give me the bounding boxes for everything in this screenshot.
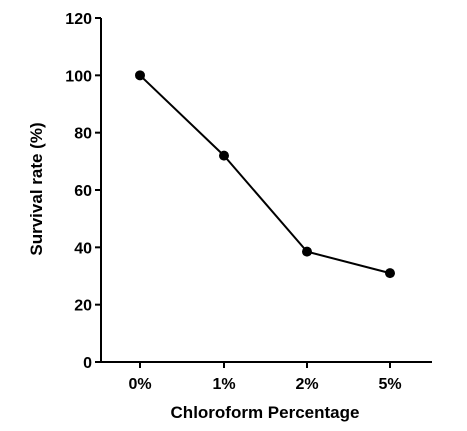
y-tick-labels: 0 20 40 60 80 100 120 bbox=[65, 11, 92, 372]
y-tick-label: 0 bbox=[83, 355, 92, 372]
series-line bbox=[139, 74, 391, 275]
x-tick-label: 2% bbox=[295, 376, 318, 393]
series-survival bbox=[139, 74, 391, 275]
x-axis-title: Chloroform Percentage bbox=[171, 403, 360, 422]
y-tick-label: 40 bbox=[74, 240, 92, 257]
data-point bbox=[385, 268, 395, 279]
data-point bbox=[135, 70, 145, 81]
y-tick-label: 80 bbox=[74, 126, 92, 143]
x-tick-label: 1% bbox=[212, 376, 235, 393]
x-tick-labels: 0% 1% 2% 5% bbox=[128, 376, 401, 393]
data-points bbox=[135, 70, 395, 279]
data-point bbox=[219, 150, 229, 161]
y-tick-label: 20 bbox=[74, 298, 92, 315]
x-tick-label: 5% bbox=[378, 376, 401, 393]
x-tick-label: 0% bbox=[128, 376, 151, 393]
y-tick-label: 100 bbox=[65, 68, 92, 85]
tick-marks bbox=[95, 17, 391, 368]
axes bbox=[100, 18, 432, 363]
y-tick-label: 120 bbox=[65, 11, 92, 28]
data-point bbox=[302, 246, 312, 257]
y-tick-label: 60 bbox=[74, 183, 92, 200]
y-axis-title: Survival rate (%) bbox=[27, 122, 46, 255]
